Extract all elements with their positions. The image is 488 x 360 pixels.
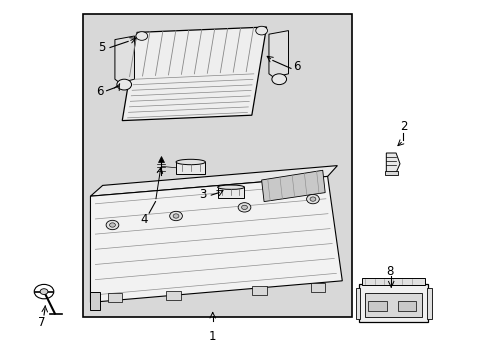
Text: 5: 5 xyxy=(98,41,105,54)
Text: 4: 4 xyxy=(140,213,148,226)
Circle shape xyxy=(255,26,267,35)
Ellipse shape xyxy=(176,159,205,165)
Bar xyxy=(397,301,415,311)
Polygon shape xyxy=(90,292,100,310)
Bar xyxy=(107,293,122,302)
Circle shape xyxy=(106,220,119,230)
Polygon shape xyxy=(115,36,134,83)
Bar xyxy=(217,187,244,198)
Text: 7: 7 xyxy=(38,316,45,329)
Bar xyxy=(367,301,386,311)
Bar xyxy=(359,284,427,322)
Bar xyxy=(251,286,266,295)
Bar xyxy=(355,288,360,319)
Bar xyxy=(426,288,431,319)
Text: 1: 1 xyxy=(208,330,216,343)
Text: 2: 2 xyxy=(399,120,407,132)
Polygon shape xyxy=(122,27,266,121)
Circle shape xyxy=(306,194,319,204)
Bar xyxy=(365,293,421,317)
Polygon shape xyxy=(261,170,325,202)
Circle shape xyxy=(136,32,147,40)
Bar xyxy=(384,171,397,175)
Bar xyxy=(361,278,425,285)
Bar xyxy=(166,291,181,300)
Circle shape xyxy=(169,211,182,221)
Bar xyxy=(310,283,325,292)
Circle shape xyxy=(117,79,131,90)
Bar xyxy=(83,14,351,317)
Polygon shape xyxy=(268,31,288,77)
Polygon shape xyxy=(90,176,342,302)
Circle shape xyxy=(309,197,315,201)
Circle shape xyxy=(271,74,286,85)
Text: 6: 6 xyxy=(293,60,301,73)
Ellipse shape xyxy=(217,185,244,189)
Text: 3: 3 xyxy=(199,188,206,201)
Circle shape xyxy=(238,203,250,212)
Circle shape xyxy=(40,289,48,294)
Circle shape xyxy=(241,205,247,210)
Text: 6: 6 xyxy=(96,85,104,98)
Bar xyxy=(176,162,205,174)
Polygon shape xyxy=(386,153,399,173)
Circle shape xyxy=(109,223,115,227)
Circle shape xyxy=(173,214,179,218)
Polygon shape xyxy=(90,166,337,196)
Text: 8: 8 xyxy=(386,265,393,278)
